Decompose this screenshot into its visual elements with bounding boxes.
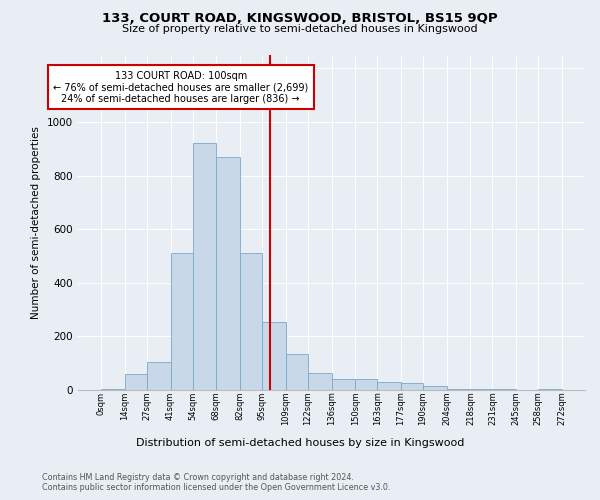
Bar: [447, 388, 470, 390]
Bar: [170, 254, 193, 390]
Bar: [401, 384, 423, 390]
Bar: [216, 157, 240, 390]
Bar: [308, 372, 331, 390]
Bar: [355, 380, 377, 390]
Bar: [101, 388, 125, 390]
Text: Size of property relative to semi-detached houses in Kingswood: Size of property relative to semi-detach…: [122, 24, 478, 34]
Text: Contains HM Land Registry data © Crown copyright and database right 2024.
Contai: Contains HM Land Registry data © Crown c…: [42, 472, 391, 492]
Bar: [377, 382, 401, 390]
Bar: [286, 354, 308, 390]
Bar: [262, 322, 286, 390]
Text: Distribution of semi-detached houses by size in Kingswood: Distribution of semi-detached houses by …: [136, 438, 464, 448]
Y-axis label: Number of semi-detached properties: Number of semi-detached properties: [31, 126, 41, 319]
Bar: [193, 144, 216, 390]
Bar: [147, 362, 170, 390]
Bar: [331, 380, 355, 390]
Bar: [125, 374, 147, 390]
Bar: [240, 254, 262, 390]
Bar: [423, 386, 447, 390]
Text: 133 COURT ROAD: 100sqm
← 76% of semi-detached houses are smaller (2,699)
24% of : 133 COURT ROAD: 100sqm ← 76% of semi-det…: [53, 70, 308, 104]
Text: 133, COURT ROAD, KINGSWOOD, BRISTOL, BS15 9QP: 133, COURT ROAD, KINGSWOOD, BRISTOL, BS1…: [102, 12, 498, 26]
